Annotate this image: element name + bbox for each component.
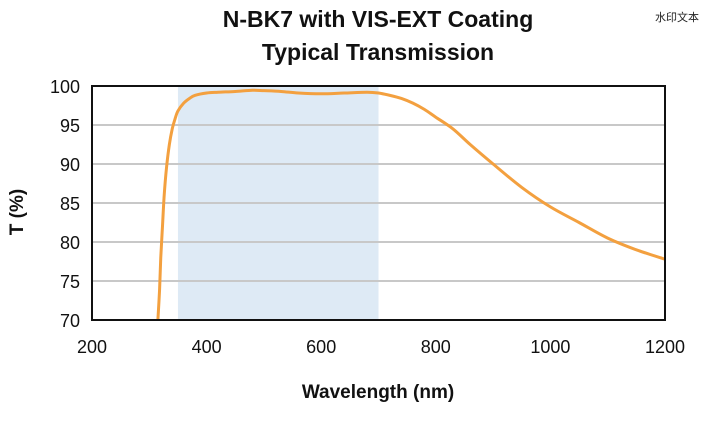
y-tick-label-100: 100: [50, 77, 80, 97]
chart-title: N-BK7 with VIS-EXT Coating: [223, 6, 534, 32]
x-tick-label-200: 200: [77, 337, 107, 357]
series-line-0: [156, 88, 665, 320]
y-tick-label-95: 95: [60, 116, 80, 136]
plot-area: 70 75 80 85 90 95 100 200 400 600 800 1000 1200: [50, 77, 685, 357]
x-tick-label-600: 600: [306, 337, 336, 357]
y-axis-title: T (%): [7, 189, 28, 235]
y-tick-label-85: 85: [60, 194, 80, 214]
y-tick-label-75: 75: [60, 272, 80, 292]
x-tick-label-1000: 1000: [530, 337, 570, 357]
x-tick-label-400: 400: [192, 337, 222, 357]
watermark-text: 水印文本: [655, 10, 699, 24]
plot-frame: [91, 85, 666, 321]
y-tick-label-80: 80: [60, 233, 80, 253]
y-tick-label-90: 90: [60, 155, 80, 175]
x-axis-title: Wavelength (nm): [302, 382, 454, 403]
chart-subtitle: Typical Transmission: [262, 39, 494, 65]
x-tick-label-800: 800: [421, 337, 451, 357]
x-tick-label-1200: 1200: [645, 337, 685, 357]
y-tick-label-70: 70: [60, 311, 80, 331]
